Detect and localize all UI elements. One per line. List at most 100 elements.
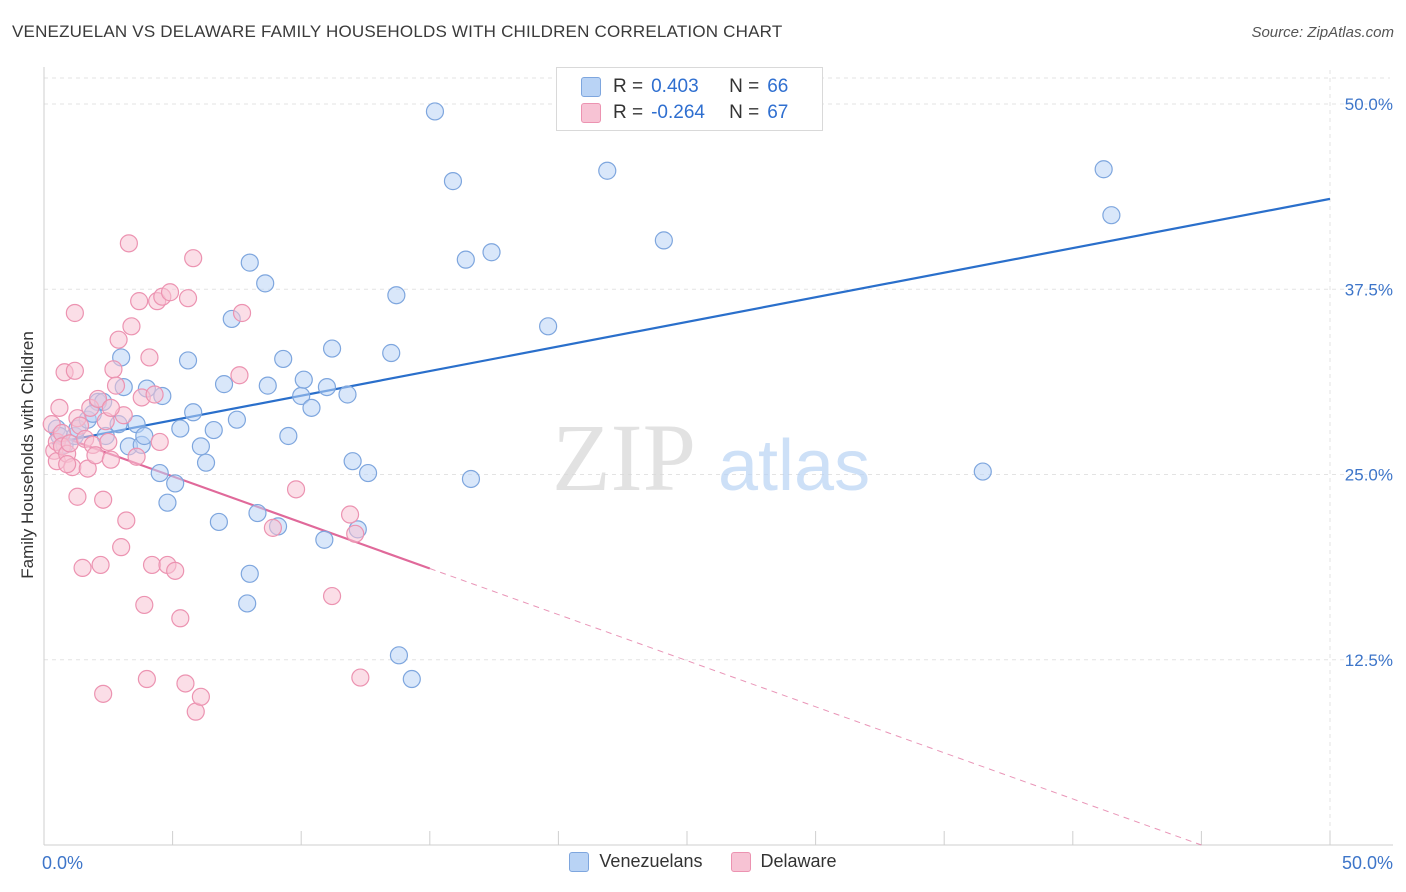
data-point-venezuelans bbox=[358, 463, 378, 483]
legend-n-label: N = bbox=[729, 102, 760, 123]
y-tick-label: 12.5% bbox=[1345, 651, 1393, 670]
legend-swatch-venezuelans bbox=[581, 77, 601, 97]
legend-row-venezuelans: R = 0.403 N = 66 bbox=[581, 74, 788, 100]
series-swatch-venezuelans bbox=[569, 851, 590, 872]
legend-row-delaware: R = -0.264 N = 67 bbox=[581, 100, 788, 126]
data-point-delaware bbox=[73, 558, 92, 577]
data-point-venezuelans bbox=[196, 453, 216, 472]
data-point-delaware bbox=[101, 450, 120, 469]
data-point-venezuelans bbox=[204, 420, 223, 440]
data-point-delaware bbox=[86, 446, 105, 465]
data-point-delaware bbox=[176, 674, 195, 693]
data-point-delaware bbox=[65, 361, 84, 380]
data-point-delaware bbox=[94, 490, 113, 509]
watermark-zip: ZIP bbox=[552, 404, 696, 511]
data-point-venezuelans bbox=[150, 463, 169, 483]
data-point-delaware bbox=[340, 505, 360, 524]
data-point-delaware bbox=[101, 398, 120, 417]
data-point-venezuelans bbox=[294, 370, 313, 389]
data-point-venezuelans bbox=[317, 377, 337, 397]
data-point-venezuelans bbox=[315, 530, 334, 549]
data-point-venezuelans bbox=[158, 493, 177, 512]
data-point-venezuelans bbox=[166, 474, 185, 493]
data-point-venezuelans bbox=[214, 375, 234, 394]
data-point-venezuelans bbox=[322, 339, 342, 358]
data-point-venezuelans bbox=[598, 161, 617, 180]
data-point-venezuelans bbox=[482, 243, 501, 262]
data-point-delaware bbox=[117, 511, 136, 530]
data-point-delaware bbox=[104, 360, 123, 379]
data-point-venezuelans bbox=[387, 286, 406, 305]
data-point-delaware bbox=[351, 668, 370, 687]
series-swatch-delaware bbox=[730, 851, 751, 872]
data-point-delaware bbox=[112, 538, 131, 557]
grid-lines bbox=[44, 70, 1390, 845]
data-point-delaware bbox=[178, 289, 198, 308]
data-point-delaware bbox=[50, 398, 69, 417]
series-label-venezuelans: Venezuelans bbox=[599, 851, 703, 871]
watermark-atlas: atlas bbox=[718, 426, 870, 506]
data-point-delaware bbox=[127, 447, 146, 466]
y-tick-label: 25.0% bbox=[1345, 466, 1393, 485]
data-point-delaware bbox=[68, 487, 87, 506]
series-legend-delaware: Delaware bbox=[730, 851, 837, 872]
data-point-delaware bbox=[106, 376, 126, 395]
data-point-venezuelans bbox=[389, 646, 409, 665]
data-point-delaware bbox=[94, 684, 113, 703]
data-point-delaware bbox=[145, 385, 164, 404]
series-legend: Venezuelans Delaware bbox=[0, 851, 1406, 872]
data-point-venezuelans bbox=[258, 376, 277, 395]
data-point-delaware bbox=[109, 330, 128, 349]
data-point-venezuelans bbox=[539, 317, 558, 336]
data-point-delaware bbox=[171, 609, 190, 628]
y-tick-label: 50.0% bbox=[1345, 95, 1393, 114]
data-point-delaware bbox=[191, 687, 210, 706]
data-point-venezuelans bbox=[209, 512, 228, 532]
x-tick-label: 0.0% bbox=[42, 853, 83, 873]
data-point-delaware bbox=[137, 669, 156, 689]
data-point-venezuelans bbox=[274, 349, 293, 369]
data-point-venezuelans bbox=[443, 172, 463, 191]
data-point-venezuelans bbox=[248, 503, 267, 523]
correlation-legend: R = 0.403 N = 66 R = -0.264 N = 67 bbox=[556, 67, 823, 131]
data-point-venezuelans bbox=[973, 462, 992, 481]
data-point-delaware bbox=[346, 524, 365, 543]
data-point-delaware bbox=[160, 283, 180, 302]
data-point-delaware bbox=[88, 389, 108, 409]
source-label: Source: ZipAtlas.com bbox=[1251, 24, 1394, 41]
legend-r-value: 0.403 bbox=[651, 76, 699, 97]
data-point-delaware bbox=[263, 518, 283, 537]
data-point-delaware bbox=[58, 455, 77, 474]
data-point-venezuelans bbox=[1094, 160, 1113, 179]
legend-r-label: R = bbox=[613, 102, 644, 123]
axes bbox=[43, 67, 1393, 846]
data-point-venezuelans bbox=[382, 343, 401, 363]
legend-n-label: N = bbox=[729, 76, 760, 97]
data-point-venezuelans bbox=[461, 469, 481, 489]
data-point-delaware bbox=[232, 303, 252, 323]
data-point-venezuelans bbox=[178, 351, 198, 370]
data-point-venezuelans bbox=[279, 426, 298, 446]
data-point-delaware bbox=[150, 432, 169, 452]
data-point-delaware bbox=[99, 432, 118, 452]
legend-n-value: 67 bbox=[767, 102, 789, 123]
data-point-venezuelans bbox=[240, 253, 259, 272]
data-point-venezuelans bbox=[171, 419, 190, 438]
trend-lines bbox=[51, 197, 1331, 846]
data-point-delaware bbox=[122, 317, 141, 336]
data-point-delaware bbox=[166, 561, 185, 580]
y-tick-label: 37.5% bbox=[1345, 280, 1393, 299]
tick-labels: 12.5% 25.0% 37.5% 50.0% 0.0% 50.0% bbox=[42, 95, 1393, 873]
data-point-venezuelans bbox=[238, 594, 257, 613]
data-point-venezuelans bbox=[456, 250, 475, 269]
legend-r-label: R = bbox=[613, 76, 644, 97]
data-point-delaware bbox=[119, 234, 138, 253]
data-point-venezuelans bbox=[338, 385, 357, 404]
trend-line-venezuelans bbox=[51, 197, 1331, 445]
data-point-venezuelans bbox=[302, 398, 321, 417]
data-point-venezuelans bbox=[425, 102, 445, 121]
data-point-delaware bbox=[286, 480, 306, 499]
series-legend-venezuelans: Venezuelans bbox=[569, 851, 703, 872]
data-point-delaware bbox=[322, 586, 342, 606]
